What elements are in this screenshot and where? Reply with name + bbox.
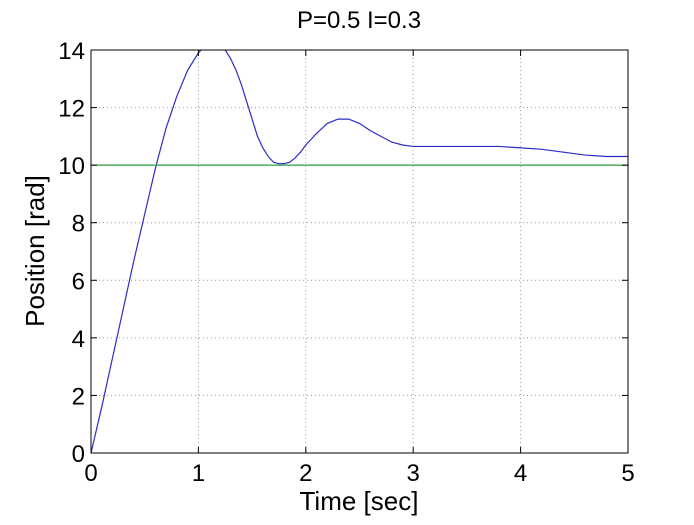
y-tick-label: 6 (72, 268, 85, 295)
x-tick-label: 5 (621, 460, 634, 487)
series-group (91, 50, 628, 453)
x-axis-label: Time [sec] (300, 486, 419, 516)
y-tick-label: 14 (58, 38, 85, 65)
grid (91, 50, 628, 453)
x-tick-label: 3 (407, 460, 420, 487)
y-tick-label: 8 (72, 211, 85, 238)
x-tick-label: 2 (299, 460, 312, 487)
y-tick-label: 2 (72, 383, 85, 410)
chart-title: P=0.5 I=0.3 (297, 7, 421, 34)
x-tick-label: 4 (514, 460, 527, 487)
y-tick-label: 4 (72, 326, 85, 353)
axes-box (90, 49, 629, 454)
series-line-response (91, 50, 628, 453)
y-tick-label: 12 (58, 96, 85, 123)
x-tick-label: 1 (192, 460, 205, 487)
x-tick-label: 0 (84, 460, 97, 487)
plot-background (91, 50, 628, 453)
y-tick-label: 0 (72, 441, 85, 468)
y-axis-label: Position [rad] (20, 175, 50, 327)
plot-frame (90, 49, 629, 454)
y-tick-label: 10 (58, 153, 85, 180)
